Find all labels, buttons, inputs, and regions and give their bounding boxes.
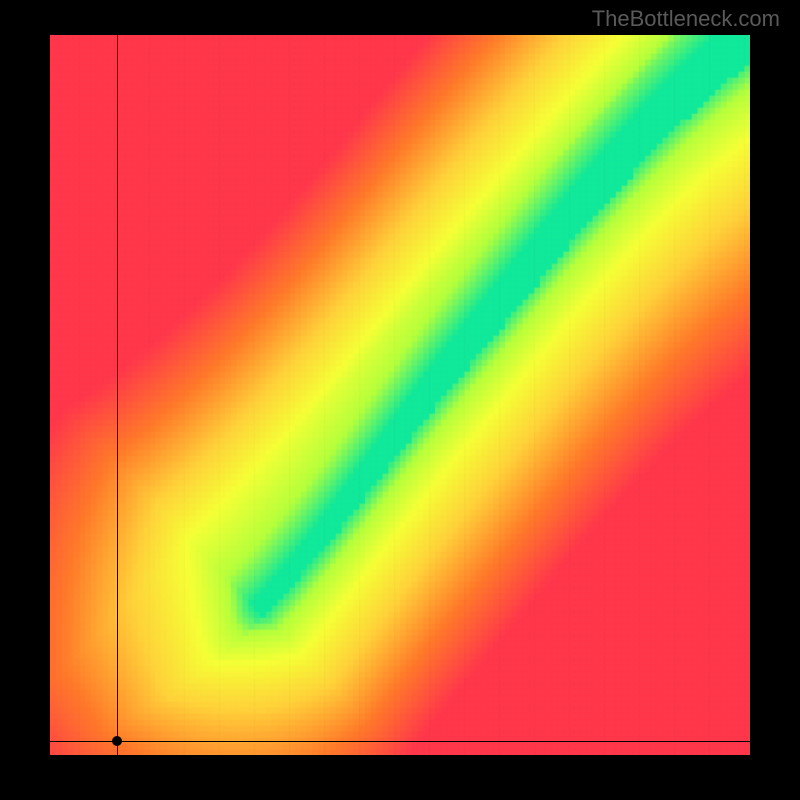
crosshair-vertical [117, 35, 118, 755]
heatmap-plot [50, 35, 750, 755]
watermark-text: TheBottleneck.com [592, 6, 780, 32]
crosshair-marker [112, 736, 122, 746]
crosshair-horizontal [50, 741, 750, 742]
heatmap-canvas [50, 35, 750, 755]
